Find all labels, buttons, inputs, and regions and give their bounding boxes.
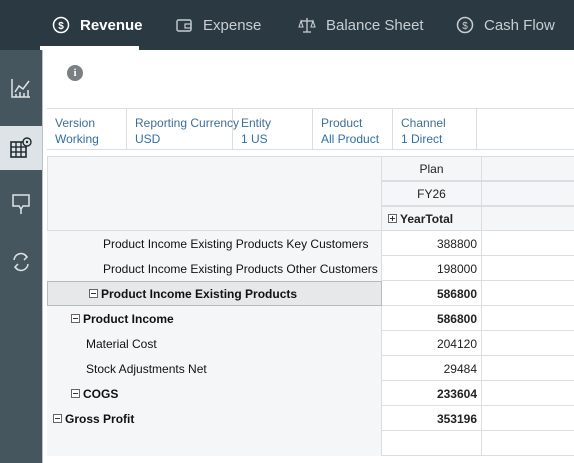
tab-cash-flow[interactable]: $ Cash Flow [456, 0, 555, 50]
info-icon[interactable]: i [67, 65, 83, 81]
chart-icon [11, 79, 30, 98]
refresh-icon [13, 252, 29, 272]
table-row[interactable]: Product Income 586800 [47, 306, 574, 331]
revenue-icon: $ [52, 16, 70, 34]
col-header-filler [482, 206, 574, 231]
col-header-filler [482, 181, 574, 206]
top-nav-bar: $ Revenue Expense Balance Sheet [0, 0, 574, 50]
data-grid: Plan FY26 YearTotal Product Income Exist… [47, 156, 574, 463]
cash-flow-icon: $ [456, 16, 474, 34]
tab-label: Cash Flow [484, 16, 555, 34]
collapse-icon[interactable] [71, 314, 80, 323]
svg-text:$: $ [462, 21, 468, 32]
table-row[interactable]: COGS 233604 [47, 381, 574, 406]
rail-item-refresh[interactable] [0, 240, 42, 284]
tab-revenue[interactable]: $ Revenue [52, 0, 143, 50]
pov-product[interactable]: Product All Product [313, 109, 393, 150]
tab-label: Revenue [80, 16, 143, 34]
tab-expense[interactable]: Expense [175, 0, 261, 50]
pov-bar: Version Working Reporting Currency USD E… [47, 108, 574, 150]
col-header-period[interactable]: YearTotal [382, 206, 482, 231]
svg-text:$: $ [58, 21, 64, 32]
pov-reporting-currency[interactable]: Reporting Currency USD [127, 109, 239, 150]
table-row [47, 431, 574, 456]
collapse-icon[interactable] [89, 289, 98, 298]
table-row[interactable]: Gross Profit 353196 [47, 406, 574, 431]
col-header-filler [482, 156, 574, 181]
rail-item-chart[interactable] [0, 66, 42, 110]
grid-settings-icon [10, 137, 32, 158]
active-tab-indicator [40, 46, 139, 50]
col-header-year[interactable]: FY26 [382, 181, 482, 206]
rail-item-flag[interactable] [0, 182, 42, 226]
collapse-icon[interactable] [53, 414, 62, 423]
left-rail [0, 50, 42, 463]
rail-item-grid[interactable] [0, 126, 42, 170]
table-row[interactable]: Stock Adjustments Net 29484 [47, 356, 574, 381]
tab-label: Expense [203, 16, 262, 34]
wallet-icon [176, 19, 192, 32]
collapse-icon[interactable] [71, 389, 80, 398]
table-row[interactable]: Material Cost 204120 [47, 331, 574, 356]
table-row[interactable]: Product Income Existing Products Other C… [47, 256, 574, 281]
scales-icon [298, 18, 316, 33]
pov-entity[interactable]: Entity 1 US [233, 109, 313, 150]
pov-channel[interactable]: Channel 1 Direct [393, 109, 477, 150]
grid-corner [47, 156, 382, 231]
tab-label: Balance Sheet [326, 16, 424, 34]
table-row[interactable]: Product Income Existing Products Key Cus… [47, 231, 574, 256]
main-content: i Version Working Reporting Currency USD… [42, 50, 574, 463]
col-header-scenario[interactable]: Plan [382, 156, 482, 181]
pov-version[interactable]: Version Working [47, 109, 127, 150]
tab-balance-sheet[interactable]: Balance Sheet [298, 0, 424, 50]
expand-icon[interactable] [388, 214, 397, 223]
flag-icon [12, 194, 30, 214]
table-row[interactable]: Product Income Existing Products 586800 [47, 281, 574, 306]
